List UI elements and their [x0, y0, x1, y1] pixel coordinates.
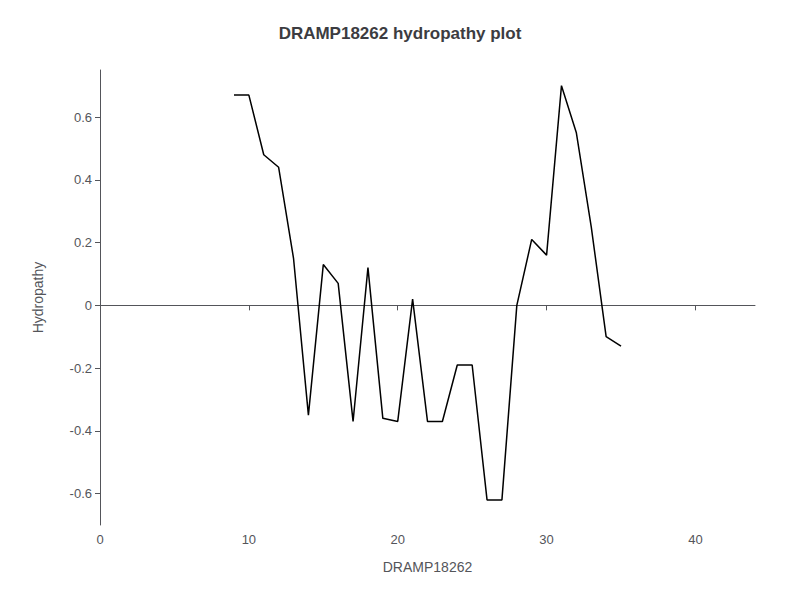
svg-text:10: 10 — [242, 532, 256, 547]
svg-text:0.6: 0.6 — [74, 110, 92, 125]
svg-text:0: 0 — [85, 298, 92, 313]
svg-text:40: 40 — [688, 532, 702, 547]
svg-text:0: 0 — [96, 532, 103, 547]
svg-text:0.2: 0.2 — [74, 235, 92, 250]
svg-text:20: 20 — [390, 532, 404, 547]
svg-text:Hydropathy: Hydropathy — [30, 262, 46, 334]
svg-text:-0.4: -0.4 — [70, 423, 92, 438]
svg-text:DRAMP18262: DRAMP18262 — [383, 559, 473, 575]
svg-text:0.4: 0.4 — [74, 172, 92, 187]
svg-text:-0.2: -0.2 — [70, 361, 92, 376]
svg-text:30: 30 — [539, 532, 553, 547]
svg-text:DRAMP18262 hydropathy plot: DRAMP18262 hydropathy plot — [279, 24, 522, 43]
svg-text:-0.6: -0.6 — [70, 486, 92, 501]
